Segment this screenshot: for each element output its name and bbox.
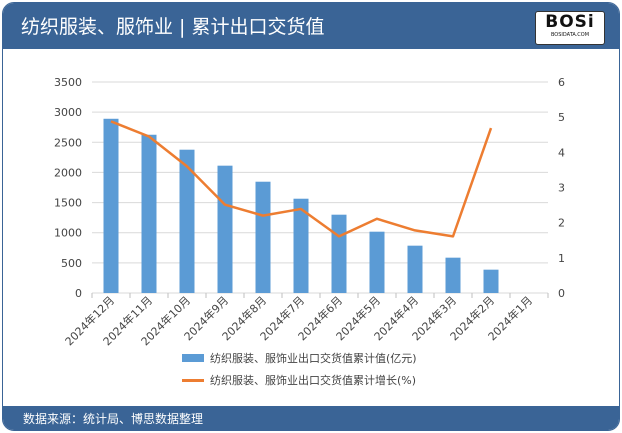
legend-swatch-bar [182, 354, 204, 362]
y-left-tick: 500 [61, 257, 82, 270]
y-right-tick: 5 [558, 111, 565, 124]
chart-title: 纺织服装、服饰业 | 累计出口交货值 [21, 16, 325, 38]
y-left-tick: 0 [75, 287, 82, 300]
y-left-tick: 2500 [54, 136, 82, 149]
bar [141, 134, 157, 293]
y-right-tick: 4 [558, 146, 565, 159]
legend-label: 纺织服装、服饰业出口交货值累计值(亿元) [210, 352, 417, 365]
bar [255, 181, 271, 293]
bar [445, 257, 461, 293]
bar [293, 198, 309, 293]
footer: 数据来源：统计局、博思数据整理 [3, 406, 619, 430]
y-right-tick: 3 [558, 182, 565, 195]
bar [217, 165, 233, 293]
bar [483, 269, 499, 293]
bosi-logo: BOSi BOSIDATA.COM [535, 11, 605, 45]
bar [103, 118, 119, 293]
y-left-tick: 2000 [54, 166, 82, 179]
y-right-tick: 2 [558, 217, 565, 230]
y-right-tick: 0 [558, 287, 565, 300]
y-right-tick: 6 [558, 76, 565, 89]
legend-item-bar: 纺织服装、服饰业出口交货值累计值(亿元) [182, 350, 417, 366]
bar [331, 214, 347, 293]
y-left-tick: 3500 [54, 76, 82, 89]
y-right-tick: 1 [558, 252, 565, 265]
y-left-tick: 1000 [54, 227, 82, 240]
bar [369, 231, 385, 293]
bar [179, 149, 195, 293]
y-left-tick: 3000 [54, 106, 82, 119]
header: 纺织服装、服饰业 | 累计出口交货值 BOSi BOSIDATA.COM [3, 3, 619, 49]
growth-line [110, 120, 493, 238]
data-source: 数据来源：统计局、博思数据整理 [23, 412, 204, 426]
legend-label: 纺织服装、服饰业出口交货值累计增长(%) [210, 374, 417, 387]
legend-swatch-line [182, 378, 204, 382]
bar [407, 245, 423, 293]
legend-item-line: 纺织服装、服饰业出口交货值累计增长(%) [182, 372, 416, 388]
y-left-tick: 1500 [54, 197, 82, 210]
